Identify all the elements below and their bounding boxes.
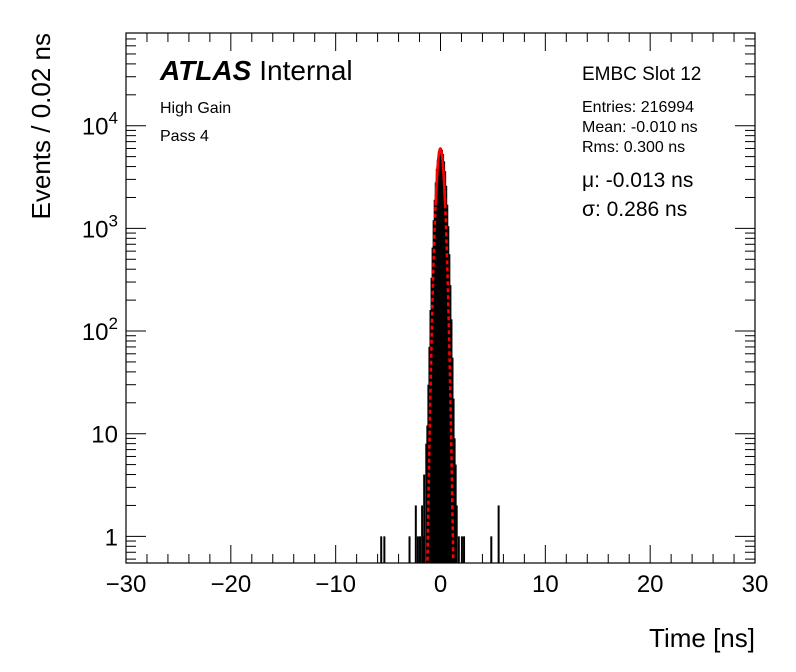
histogram-bar (497, 505, 500, 563)
x-tick-label: 20 (637, 571, 664, 598)
histogram-bar (454, 464, 457, 563)
annotation-left: High Gain (160, 100, 231, 117)
histogram-bar (429, 310, 432, 563)
histogram-bar (421, 505, 424, 563)
stat-line: Entries: 216994 (582, 99, 694, 116)
atlas-label: ATLAS Internal (159, 55, 353, 86)
x-axis-title: Time [ns] (649, 623, 755, 653)
histogram-bar (414, 505, 417, 563)
histogram-bar (380, 536, 383, 563)
fit-curve-core (434, 147, 447, 206)
histogram-bar (457, 536, 460, 563)
histogram-bar (431, 247, 434, 563)
histogram-bar (408, 536, 411, 563)
fit-curve (426, 147, 455, 561)
histogram-bar (422, 536, 425, 563)
stat-line: Mean: -0.010 ns (582, 119, 698, 136)
histogram-bar (455, 505, 458, 563)
histogram-bar (435, 168, 438, 563)
histogram-bar (436, 159, 439, 563)
histogram-bar (432, 220, 435, 564)
histogram-bar (441, 150, 444, 563)
histogram-bar (425, 443, 428, 563)
fit-stat-line: σ: 0.286 ns (582, 198, 687, 221)
histogram-bar (443, 161, 446, 563)
x-tick-label: 10 (532, 571, 559, 598)
histogram-bar (437, 153, 440, 563)
histogram-bar (423, 474, 426, 563)
histogram-bar (383, 536, 386, 563)
histogram-bar (452, 398, 455, 563)
chart-labels: −30 −20 −10 0 10 20 30 1 10 102 103 104 Time [ns] Eve… (26, 33, 768, 653)
histogram-bar (438, 149, 441, 564)
histogram-bar (442, 154, 445, 563)
histogram-bar (430, 277, 433, 563)
stat-line: Rms: 0.300 ns (582, 139, 685, 156)
histogram-bar (434, 182, 437, 563)
y-tick-label: 102 (82, 314, 118, 346)
histogram-bar (463, 536, 466, 563)
histogram-bar (451, 357, 454, 563)
histogram-bar (444, 171, 447, 563)
y-tick-label: 1 (105, 524, 118, 551)
histogram-bar (450, 319, 453, 563)
x-tick-label: −30 (106, 571, 147, 598)
histogram-bar (447, 226, 450, 563)
histogram-bar (439, 148, 442, 564)
histogram-bar (445, 185, 448, 563)
x-tick-label: −10 (315, 571, 356, 598)
chart-marks (380, 147, 500, 564)
histogram-bar (416, 536, 419, 563)
x-tick-label: 30 (742, 571, 769, 598)
x-tick-label: 0 (434, 571, 447, 598)
histogram-bar (419, 536, 422, 563)
histogram-bar (446, 204, 449, 563)
histogram-bar (433, 199, 436, 563)
histogram-bar (460, 536, 463, 563)
fit-stat-line: μ: -0.013 ns (582, 169, 693, 192)
y-tick-label: 10 (91, 422, 118, 449)
histogram-bar (453, 438, 456, 563)
annotation-left: Pass 4 (160, 128, 209, 145)
y-axis-title: Events / 0.02 ns (26, 33, 56, 219)
y-tick-label: 104 (82, 109, 118, 141)
x-tick-label: −20 (210, 571, 251, 598)
chart-axes (125, 32, 756, 564)
histogram-bar (490, 536, 493, 563)
stat-title: EMBC Slot 12 (582, 64, 701, 85)
y-tick-label: 103 (82, 211, 118, 243)
